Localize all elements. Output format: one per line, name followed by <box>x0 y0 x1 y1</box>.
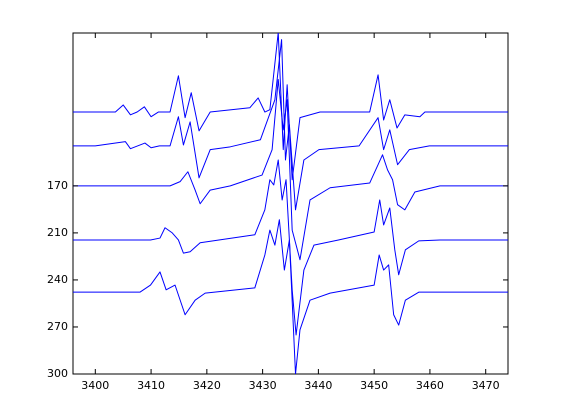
x-tick-label: 3420 <box>193 379 221 392</box>
spectrum-line <box>73 39 508 211</box>
spectrum-line <box>73 79 508 261</box>
y-tick-label: 240 <box>47 273 68 286</box>
x-tick-label: 3430 <box>249 379 277 392</box>
spectrum-line <box>73 159 508 336</box>
y-tick-label: 170 <box>47 179 68 192</box>
x-tick-label: 3410 <box>137 379 165 392</box>
traces <box>73 33 508 374</box>
x-tick-label: 3440 <box>304 379 332 392</box>
x-tick-label: 3400 <box>81 379 109 392</box>
spectrum-line <box>73 219 508 374</box>
axes-box <box>72 32 509 375</box>
x-tick-label: 3470 <box>472 379 500 392</box>
x-tick-label: 3450 <box>360 379 388 392</box>
y-tick-label: 270 <box>47 320 68 333</box>
y-tick-label: 210 <box>47 226 68 239</box>
x-tick-label: 3460 <box>416 379 444 392</box>
y-tick-label: 300 <box>47 367 68 380</box>
spectrum-line <box>73 33 508 181</box>
